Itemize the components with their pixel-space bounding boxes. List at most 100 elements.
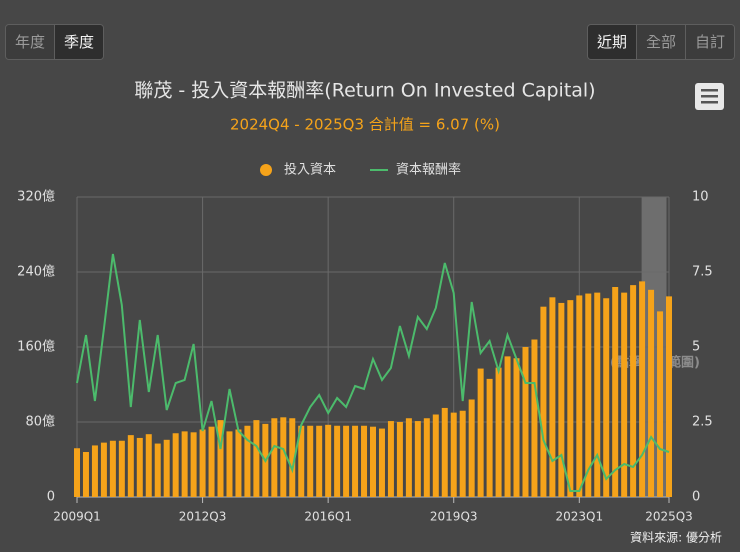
bar	[136, 437, 143, 497]
bar	[657, 311, 664, 497]
bar	[280, 417, 287, 497]
bar	[531, 339, 538, 497]
bar	[208, 426, 215, 497]
bar	[271, 418, 278, 497]
y2-tick-label: 2.5	[692, 415, 713, 430]
y-tick-label: 160億	[17, 339, 55, 355]
line	[76, 253, 670, 492]
bar	[450, 412, 457, 497]
bar	[567, 300, 574, 497]
bar	[181, 431, 188, 497]
legend-item[interactable]: 資本報酬率	[370, 162, 461, 178]
legend-swatch	[260, 164, 272, 176]
bar	[154, 443, 161, 497]
bar	[74, 448, 80, 497]
bar	[558, 302, 565, 497]
bar	[352, 425, 359, 497]
bar	[423, 418, 430, 497]
legend-label: 投入資本	[284, 162, 336, 178]
bar	[109, 440, 116, 497]
bar	[603, 298, 610, 497]
bar	[468, 399, 475, 497]
bar	[639, 281, 646, 497]
x-tick-label: 2009Q1	[53, 510, 101, 524]
bar	[298, 425, 305, 497]
bar	[82, 452, 89, 497]
x-tick-label: 2023Q1	[555, 510, 603, 524]
bar	[387, 421, 394, 497]
bar	[522, 347, 529, 497]
bar	[504, 356, 511, 497]
toggle-button[interactable]: 季度	[55, 25, 104, 59]
bar	[316, 425, 323, 497]
bar	[343, 425, 350, 497]
toggle-button[interactable]: 年度	[6, 25, 56, 59]
legend-item[interactable]: 投入資本	[260, 162, 336, 178]
bar	[361, 425, 368, 497]
period-toggle: 年度 季度	[5, 24, 105, 60]
y2-tick-label: 7.5	[692, 265, 713, 280]
bar	[585, 293, 592, 497]
bar	[621, 292, 628, 497]
bar	[199, 429, 206, 497]
bar	[190, 432, 197, 497]
bar	[244, 425, 251, 497]
bar	[477, 368, 484, 497]
y2-tick-label: 5	[692, 340, 700, 355]
bar	[163, 439, 170, 497]
y-tick-label: 80億	[25, 414, 55, 430]
menu-icon[interactable]	[695, 83, 724, 110]
bar	[612, 287, 619, 497]
source: 資料來源: 優分析	[630, 530, 722, 545]
bar	[378, 428, 385, 497]
bar	[91, 445, 98, 497]
bar	[217, 420, 224, 497]
bar	[307, 425, 314, 497]
bar	[172, 433, 179, 497]
chart-title: 聯茂 - 投入資本報酬率(Return On Invested Capital)	[134, 80, 595, 102]
bar	[396, 422, 403, 497]
bar	[648, 289, 655, 497]
toggle-button[interactable]: 自訂	[685, 25, 734, 59]
bar	[441, 407, 448, 497]
bar	[226, 431, 233, 497]
bar	[576, 295, 583, 497]
bar	[432, 414, 439, 497]
toggle-button[interactable]: 全部	[636, 25, 686, 59]
x-tick-label: 2016Q1	[304, 510, 352, 524]
bar	[100, 442, 107, 497]
bar	[145, 434, 152, 497]
bar	[495, 367, 502, 497]
y2-tick-label: 10	[692, 190, 709, 205]
bar	[405, 418, 412, 497]
y-tick-label: 0	[47, 490, 55, 505]
bar	[513, 358, 520, 497]
x-tick-label: 2025Q3	[645, 510, 693, 524]
bar	[486, 378, 493, 497]
range-toggle: 近期 全部 自訂	[586, 24, 735, 60]
y-tick-label: 240億	[17, 264, 55, 280]
bar	[594, 292, 601, 497]
bar	[666, 296, 672, 497]
bar	[459, 410, 466, 497]
bar	[334, 425, 341, 497]
y-tick-label: 320億	[17, 189, 55, 205]
bar	[118, 440, 125, 497]
bar	[325, 424, 332, 497]
x-tick-label: 2012Q3	[179, 510, 227, 524]
y2-tick-label: 0	[692, 490, 700, 505]
bar	[630, 285, 637, 497]
bar	[127, 435, 134, 497]
bar	[289, 418, 296, 497]
bar	[370, 426, 376, 497]
chart-subtitle: 2024Q4 - 2025Q3 合計值 = 6.07 (%)	[230, 116, 500, 134]
bar	[235, 429, 242, 497]
bar	[540, 306, 547, 497]
bar	[253, 420, 260, 497]
x-tick-label: 2019Q3	[430, 510, 478, 524]
toggle-button[interactable]: 近期	[587, 25, 637, 59]
bar	[414, 421, 421, 497]
legend-label: 資本報酬率	[396, 162, 461, 178]
